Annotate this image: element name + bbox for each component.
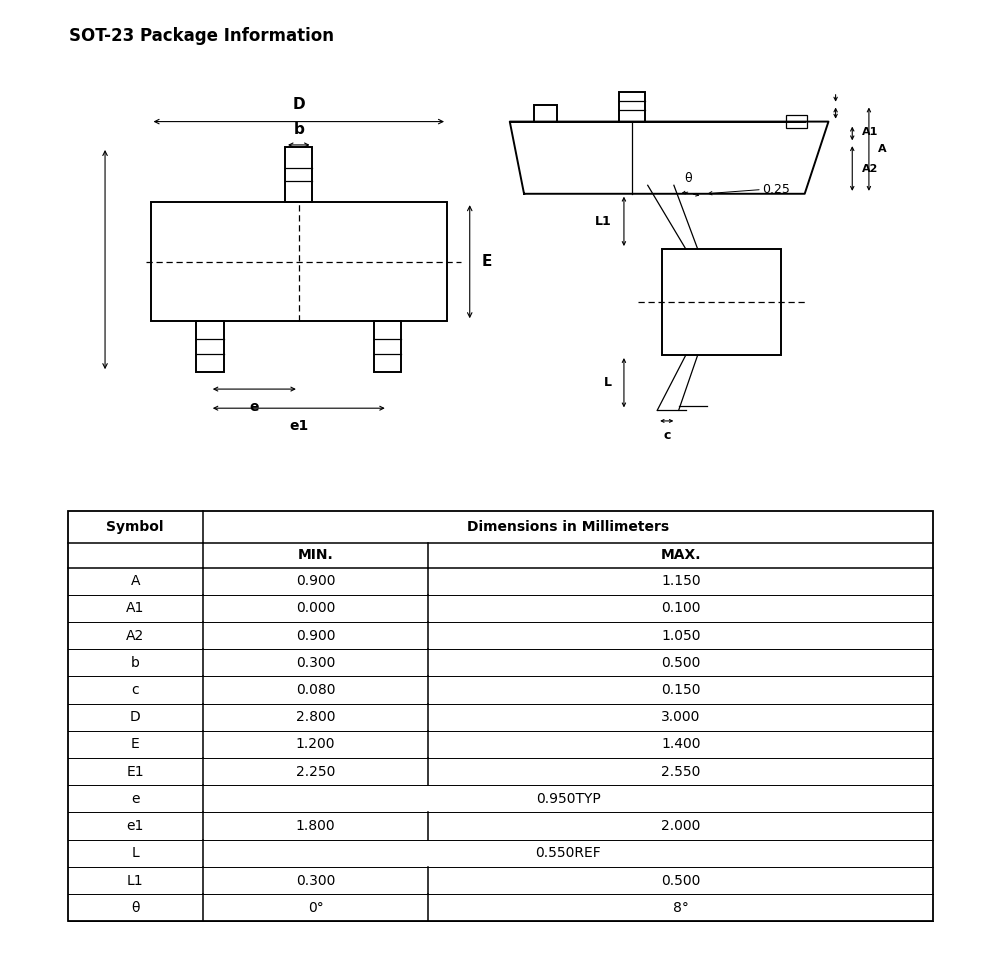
Text: b: b [131,656,140,670]
Text: θ: θ [131,900,140,915]
Text: D: D [292,97,305,112]
Text: 3.000: 3.000 [661,710,701,725]
Text: A2: A2 [126,628,145,643]
Text: E1: E1 [127,764,144,779]
Text: 2.800: 2.800 [296,710,335,725]
Text: 0.000: 0.000 [296,601,335,616]
Text: b: b [293,123,304,137]
Text: A: A [878,144,887,154]
Text: 1.050: 1.050 [661,628,701,643]
Text: A: A [131,574,140,589]
Bar [196,321,224,372]
Text: L1: L1 [596,215,612,228]
Text: 0.300: 0.300 [296,656,335,670]
Text: 1.400: 1.400 [661,737,701,752]
Bar [533,104,557,122]
Bar [786,115,807,128]
Bar [374,321,401,372]
Text: 0.500: 0.500 [661,656,701,670]
Text: SOT-23 Package Information: SOT-23 Package Information [69,27,334,45]
Text: 0.25: 0.25 [762,183,790,196]
Text: 0.100: 0.100 [661,601,701,616]
Text: A2: A2 [862,163,878,174]
Text: 0.150: 0.150 [661,683,701,697]
Text: 0.080: 0.080 [296,683,335,697]
Text: e1: e1 [127,819,144,833]
Text: MAX.: MAX. [661,548,701,562]
Text: 0.300: 0.300 [296,873,335,888]
Text: 0.500: 0.500 [661,873,701,888]
Text: e1: e1 [289,419,308,433]
Text: 1.800: 1.800 [295,819,335,833]
Text: c: c [663,429,671,442]
Text: L: L [605,376,612,389]
Text: E: E [482,254,492,269]
Bar [151,203,447,321]
Text: D: D [130,710,141,725]
Text: 2.250: 2.250 [296,764,335,779]
Text: 0°: 0° [308,900,323,915]
Text: 0.550REF: 0.550REF [535,846,601,861]
Bar [619,92,645,122]
Text: E: E [131,737,140,752]
Text: 0.900: 0.900 [296,628,335,643]
Text: 1.150: 1.150 [661,574,701,589]
Text: L: L [132,846,139,861]
Text: 2.000: 2.000 [661,819,701,833]
Text: e: e [131,792,140,806]
Text: 8°: 8° [673,900,689,915]
Bar [662,249,781,355]
Text: A1: A1 [126,601,145,616]
Text: θ: θ [685,173,692,185]
Text: 0.900: 0.900 [296,574,335,589]
Text: 1.200: 1.200 [296,737,335,752]
Text: 0.950TYP: 0.950TYP [536,792,601,806]
Text: 2.550: 2.550 [661,764,701,779]
Text: A1: A1 [862,127,878,137]
Text: MIN.: MIN. [297,548,333,562]
Text: L1: L1 [127,873,144,888]
Text: Dimensions in Millimeters: Dimensions in Millimeters [467,520,669,534]
Bar [285,147,312,203]
Text: Symbol: Symbol [106,520,164,534]
Text: c: c [132,683,139,697]
Text: e: e [250,400,259,414]
